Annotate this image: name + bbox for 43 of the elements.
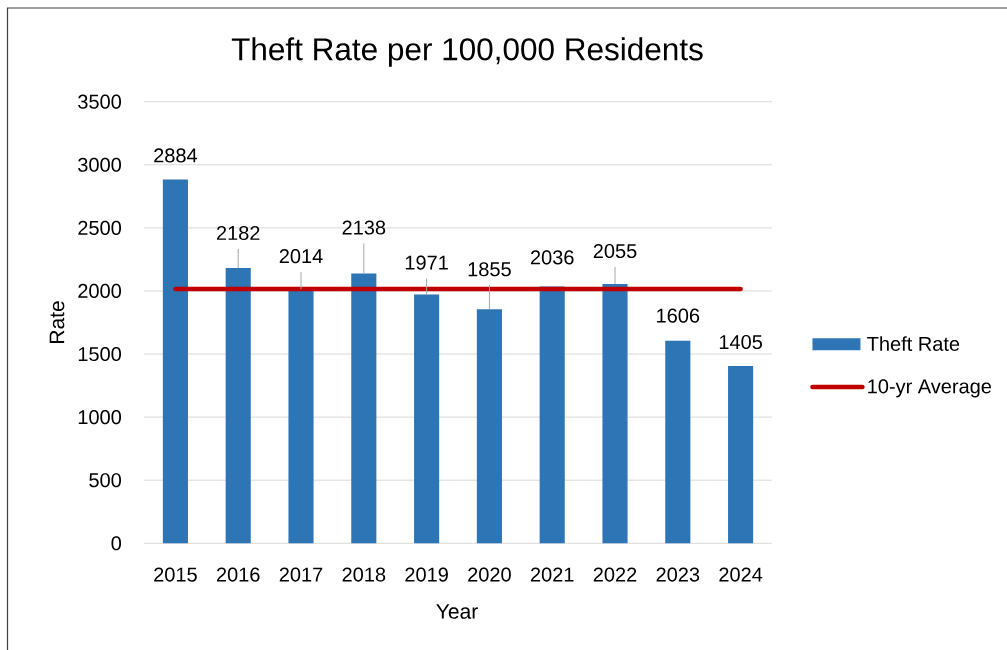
x-tick-label: 2018 [342, 567, 386, 582]
x-tick-label: 2016 [216, 567, 260, 582]
x-tick-label: 2024 [719, 567, 763, 582]
data-label: 1405 [719, 334, 763, 350]
legend-label: Theft Rate [867, 336, 960, 351]
data-label: 2138 [342, 220, 386, 235]
y-axis-title: Rate [49, 301, 65, 343]
bar [602, 284, 628, 544]
data-label: 2055 [593, 243, 637, 259]
bar [728, 366, 754, 544]
x-tick-label: 2015 [154, 567, 197, 582]
bar [288, 289, 314, 544]
y-tick-label: 2000 [78, 283, 122, 299]
y-tick-label: 3500 [78, 94, 122, 109]
y-tick-label: 0 [111, 536, 122, 551]
data-label: 1855 [468, 262, 511, 277]
bar [225, 267, 251, 544]
x-tick-label: 2021 [530, 567, 574, 582]
x-tick-label: 2022 [593, 567, 637, 582]
bar [351, 273, 377, 544]
y-tick-label: 2500 [78, 220, 122, 235]
bar [414, 294, 440, 544]
legend-label: 10-yr Average [868, 379, 992, 398]
x-tick-label: 2019 [405, 567, 448, 582]
data-label: 2036 [530, 250, 574, 265]
x-tick-label: 2020 [468, 567, 511, 582]
x-axis-title: Year [436, 604, 478, 619]
y-tick-label: 500 [89, 473, 122, 488]
x-tick-label: 2023 [656, 567, 700, 582]
bar [665, 340, 691, 544]
chart-title: Theft Rate per 100,000 Residents [231, 37, 703, 67]
data-label: 2182 [216, 225, 260, 241]
x-tick-label: 2017 [279, 567, 323, 582]
y-tick-label: 1000 [78, 410, 122, 425]
bar [476, 309, 502, 544]
data-label: 2014 [279, 249, 323, 264]
data-label: 2884 [154, 148, 198, 163]
y-tick-label: 3000 [78, 157, 122, 172]
data-label: 1971 [405, 255, 448, 270]
bar [539, 286, 565, 544]
bar [162, 179, 188, 544]
data-label: 1606 [657, 308, 700, 323]
y-tick-label: 1500 [78, 346, 122, 362]
